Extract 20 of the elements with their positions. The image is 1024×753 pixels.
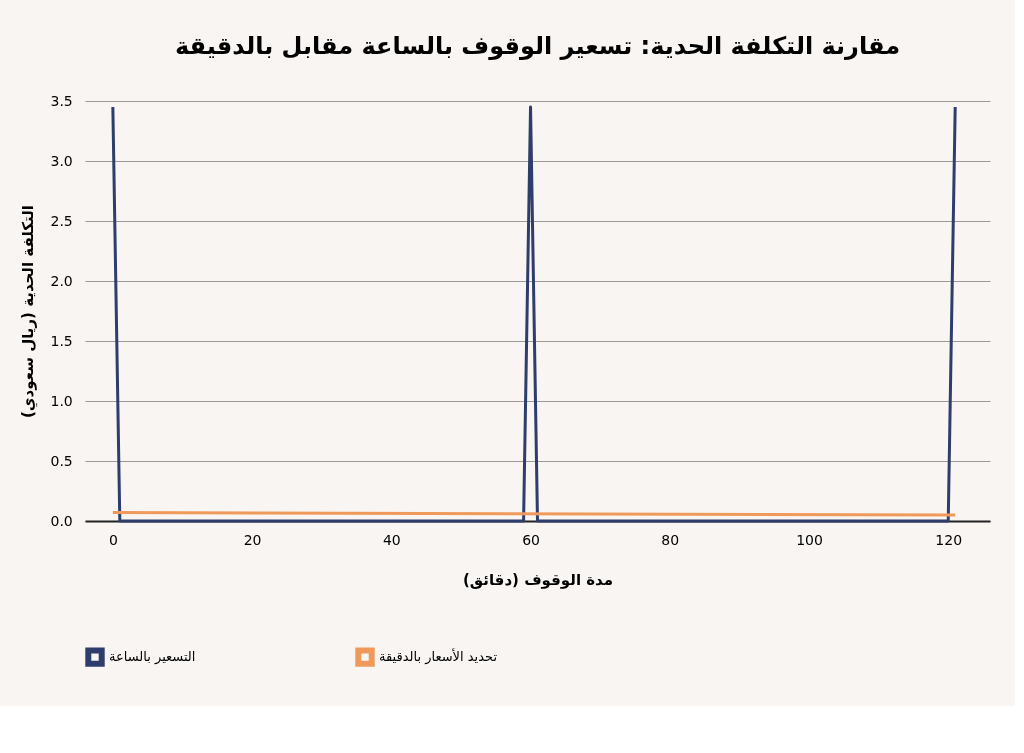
- y-tick-label: 2.5: [50, 212, 73, 229]
- y-tick-label: 3.0: [50, 152, 73, 169]
- y-tick-label: 0.5: [50, 452, 73, 469]
- x-tick-label: 40: [382, 531, 401, 548]
- x-tick-label: 100: [796, 531, 823, 548]
- y-tick-label: 0.0: [50, 512, 73, 529]
- x-axis-title: مدة الوقوف (دقائق): [462, 570, 614, 589]
- y-tick-label: 2.0: [50, 272, 73, 289]
- x-tick-label: 120: [935, 531, 963, 548]
- x-tick-label: 60: [522, 531, 540, 548]
- y-tick-label: 1.5: [50, 332, 73, 349]
- x-tick-label: 80: [661, 531, 680, 548]
- chart-title: مقارنة التكلفة الحدية: تسعير الوقوف بالساعة مقابل بالدقيقة: [174, 32, 901, 60]
- y-tick-label: 3.5: [50, 92, 73, 109]
- x-tick-label: 0: [108, 531, 118, 548]
- y-axis-title: التكلفة الحدية (ريال سعودي): [18, 205, 38, 418]
- legend-label: التسعير بالساعة: [109, 649, 196, 666]
- legend-label: تحديد الأسعار بالدقيقة: [379, 648, 498, 666]
- y-tick-label: 1.0: [50, 392, 73, 409]
- x-tick-label: 20: [243, 531, 262, 548]
